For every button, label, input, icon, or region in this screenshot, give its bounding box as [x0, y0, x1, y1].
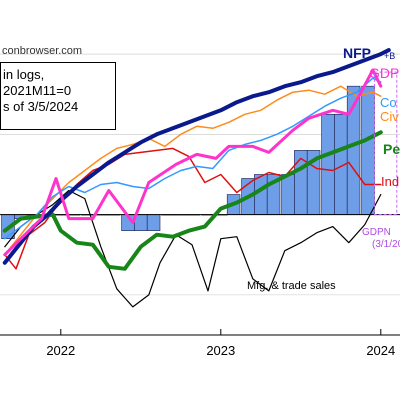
series-lines	[2, 48, 391, 308]
x-tick-label-2022: 2022	[46, 343, 75, 358]
gdpnow-bar-27	[361, 85, 375, 215]
series-line-personal-income	[2, 130, 383, 271]
note-box: in logs, 2021M11=0 s of 3/5/2024	[0, 62, 116, 130]
x-tick-label-2024: 2024	[366, 343, 395, 358]
label-industrial-production: Ind	[381, 174, 399, 189]
gdpnow-bar-11	[146, 214, 161, 231]
note-line-3: s of 3/5/2024	[3, 99, 79, 114]
label-gdpnow-date: (3/1/20	[372, 239, 400, 250]
gdpnow-box	[373, 71, 398, 216]
label-civilian-employment: Civ	[380, 109, 399, 124]
x-tick-label-2023: 2023	[206, 343, 235, 358]
note-line-2: 2021M11=0	[3, 83, 72, 98]
gdpnow-bars	[1, 85, 375, 239]
label-consumption: Co	[380, 95, 397, 110]
label-personal-income: Pe	[383, 141, 400, 157]
gdpnow-bar-22	[294, 150, 308, 215]
label-nfp: NFP	[343, 45, 371, 61]
x-axis-ticks: 2022 2023 2024	[46, 329, 395, 358]
label-mfg-trade-sales: Mfg. & trade sales	[247, 280, 336, 292]
series-line-civilian-employment	[4, 85, 382, 256]
source-credit: conbrowser.com	[2, 45, 83, 57]
series-line-consumption	[4, 77, 382, 240]
gdpnow-bar-24	[321, 113, 335, 215]
label-gdpnow: GDPN	[362, 227, 391, 238]
label-gdp: GDP	[369, 65, 399, 81]
series-line-mfg-trade-sales	[4, 189, 382, 308]
series-line-gdp	[3, 68, 383, 257]
label-benchmark: +B	[384, 51, 395, 61]
note-line-1: in logs,	[3, 67, 45, 82]
gdpnow-bar-21	[281, 174, 295, 215]
